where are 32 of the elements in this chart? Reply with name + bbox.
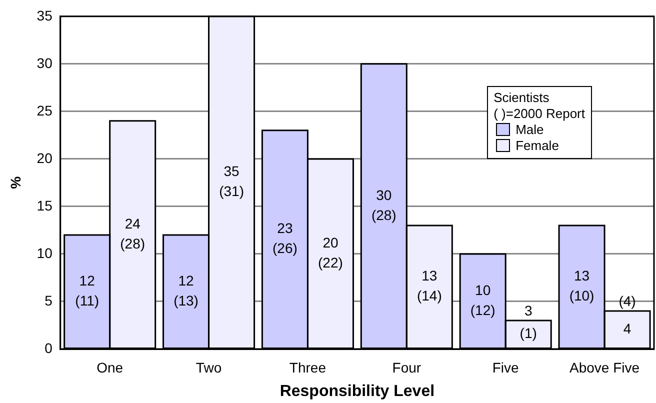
x-tick-label: Two [196,359,222,376]
data-label: 20 (22) [318,234,343,270]
legend-title: Scientists [494,90,550,106]
data-label: (4) 4 [618,292,636,336]
y-tick-label: 0 [44,340,53,356]
x-tick-label: Four [392,359,422,376]
data-label: 10 (12) [470,282,496,318]
y-axis-title: % [7,176,24,189]
x-tick-label: Above Five [570,359,640,376]
annotation: ( )=2000 Report [494,106,585,122]
y-tick-label: 15 [36,197,53,214]
y-tick-label: 10 [36,244,53,261]
data-label: 23 (26) [272,220,298,256]
data-label: 24 (28) [120,215,146,252]
x-axis-title: Responsibility Level [280,382,435,400]
y-tick-label: 30 [36,54,53,71]
data-label: 3 (1) [520,302,537,342]
y-tick-label: 20 [36,150,53,166]
legend-label: Male [514,122,545,138]
x-tick-label: Three [289,359,326,376]
x-tick-label: Five [492,359,520,376]
y-tick-label: 5 [44,292,53,308]
data-label: 35 (31) [219,163,244,200]
x-tick-label: One [96,359,124,376]
data-label: 30 (28) [371,186,396,223]
data-label: 13 (14) [416,268,442,304]
data-label: 12 (13) [174,272,198,308]
legend-label: Female [514,138,560,154]
data-label: 13 (10) [569,268,594,304]
y-tick-label: 25 [36,102,53,118]
y-tick-label: 35 [36,7,53,24]
data-label: 12 (11) [75,272,100,308]
